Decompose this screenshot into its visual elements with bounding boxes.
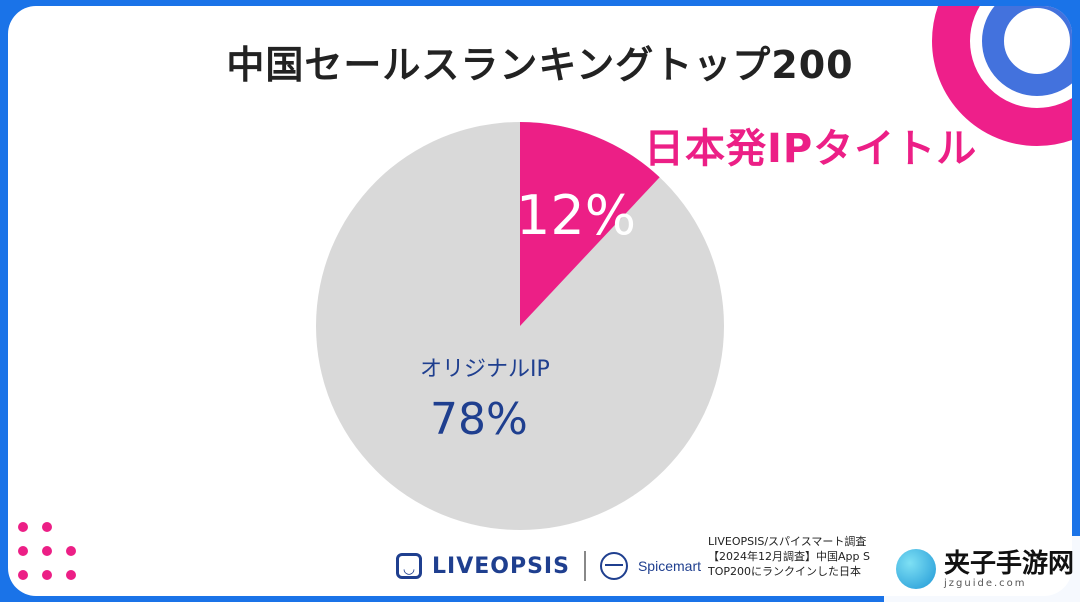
logo-divider <box>583 551 586 581</box>
highlight-slice-label: 日本発IPタイトル <box>644 126 978 172</box>
slice-value-label-japan-ip: 12% <box>516 184 636 247</box>
brand-logos: ◡ LIVEOPSIS Spicemart <box>396 546 701 586</box>
source-line: TOP200にランクインした日本 <box>708 565 862 578</box>
liveopsis-logo-icon: ◡ <box>396 553 422 579</box>
spicemart-globe-icon <box>599 552 628 580</box>
liveopsis-logo-text: LIVEOPSIS <box>432 553 570 579</box>
watermark-badge: 夹子手游网 jzguide.com <box>884 536 1080 602</box>
slice-value-label-original-ip: 78% <box>430 394 528 445</box>
pie-slice-japan-ip <box>520 122 660 326</box>
source-line: LIVEOPSIS/スパイスマート調査 <box>708 535 867 548</box>
watermark-logo-icon <box>896 549 936 589</box>
spicemart-logo-text: Spicemart <box>637 558 701 574</box>
slide-card: 中国セールスランキングトップ200 日本発IPタイトル 12% オリジナルIP 78… <box>8 6 1072 596</box>
source-note: LIVEOPSIS/スパイスマート調査 【2024年12月調査】中国App S … <box>708 534 928 579</box>
slice-category-label-original-ip: オリジナルIP <box>420 357 550 382</box>
watermark-name: 夹子手游网 <box>944 548 1075 579</box>
source-line: 【2024年12月調査】中国App S <box>708 550 870 563</box>
watermark-url: jzguide.com <box>944 577 1027 589</box>
pie-chart: 12% オリジナルIP 78% <box>316 122 724 530</box>
chart-title: 中国セールスランキングトップ200 <box>226 43 854 87</box>
